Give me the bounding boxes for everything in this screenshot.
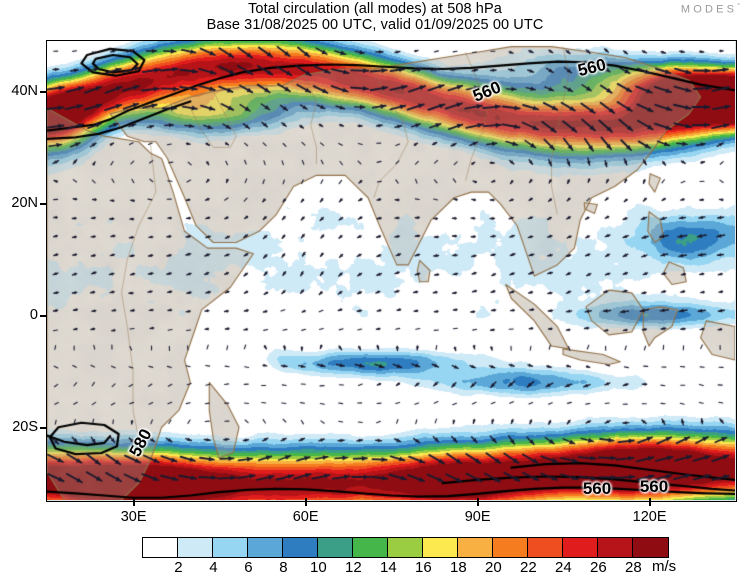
colorbar-tick-24: 24: [555, 559, 572, 576]
y-tick-label-20S: 20S: [12, 418, 38, 435]
weather-map-canvas: [47, 41, 735, 500]
x-tick-label-120E: 120E: [632, 509, 667, 525]
colorbar-segment-4: [283, 538, 318, 557]
colorbar-tick-12: 12: [345, 559, 362, 576]
x-tick-label-60E: 60E: [292, 509, 319, 525]
map-plot-area: [46, 40, 737, 502]
colorbar-tick-2: 2: [174, 559, 183, 576]
page-subtitle: Base 31/08/2025 00 UTC, valid 01/09/2025…: [206, 17, 544, 33]
colorbar-tick-22: 22: [520, 559, 537, 576]
colorbar-segment-12: [563, 538, 598, 557]
page-title: Total circulation (all modes) at 508 hPa: [248, 1, 502, 17]
x-tick-label-90E: 90E: [464, 509, 491, 525]
modes-logo-text: MODES: [680, 3, 738, 16]
y-tick-label-40N: 40N: [11, 82, 38, 99]
colorbar-swatches: [142, 537, 669, 558]
colorbar-tick-20: 20: [485, 559, 502, 576]
colorbar-segment-6: [353, 538, 388, 557]
colorbar-segment-0: [143, 538, 178, 557]
x-tick-label-30E: 30E: [120, 509, 147, 525]
colorbar-segment-7: [388, 538, 423, 557]
modes-logo: MODES°: [681, 3, 740, 16]
colorbar-segment-8: [423, 538, 458, 557]
colorbar-segment-11: [528, 538, 563, 557]
colorbar-tick-4: 4: [209, 559, 218, 576]
y-tick-label-0: 0: [29, 306, 38, 323]
colorbar-segment-2: [213, 538, 248, 557]
colorbar-segment-13: [598, 538, 633, 557]
colorbar: 2 4 6 8 10 12 14 16 18 20 22 24 26 28: [142, 537, 669, 581]
colorbar-segment-5: [318, 538, 353, 557]
title-block: Total circulation (all modes) at 508 hPa…: [0, 1, 750, 33]
colorbar-tick-8: 8: [279, 559, 288, 576]
contour-label-560-3: 560: [582, 479, 612, 498]
colorbar-tick-18: 18: [450, 559, 467, 576]
modes-logo-mark: °: [737, 3, 740, 10]
y-tick-label-20N: 20N: [11, 194, 38, 211]
colorbar-tick-6: 6: [244, 559, 253, 576]
colorbar-segment-9: [458, 538, 493, 557]
colorbar-tick-26: 26: [590, 559, 607, 576]
colorbar-segment-14: [633, 538, 668, 557]
colorbar-unit-label: m/s: [652, 558, 677, 575]
colorbar-tick-14: 14: [380, 559, 397, 576]
colorbar-tick-16: 16: [415, 559, 432, 576]
colorbar-segment-3: [248, 538, 283, 557]
contour-label-560-4: 560: [639, 477, 669, 496]
colorbar-tick-28: 28: [625, 559, 642, 576]
colorbar-tick-10: 10: [310, 559, 327, 576]
colorbar-segment-1: [178, 538, 213, 557]
colorbar-segment-10: [493, 538, 528, 557]
colorbar-tick-labels: 2 4 6 8 10 12 14 16 18 20 22 24 26 28: [142, 559, 669, 581]
